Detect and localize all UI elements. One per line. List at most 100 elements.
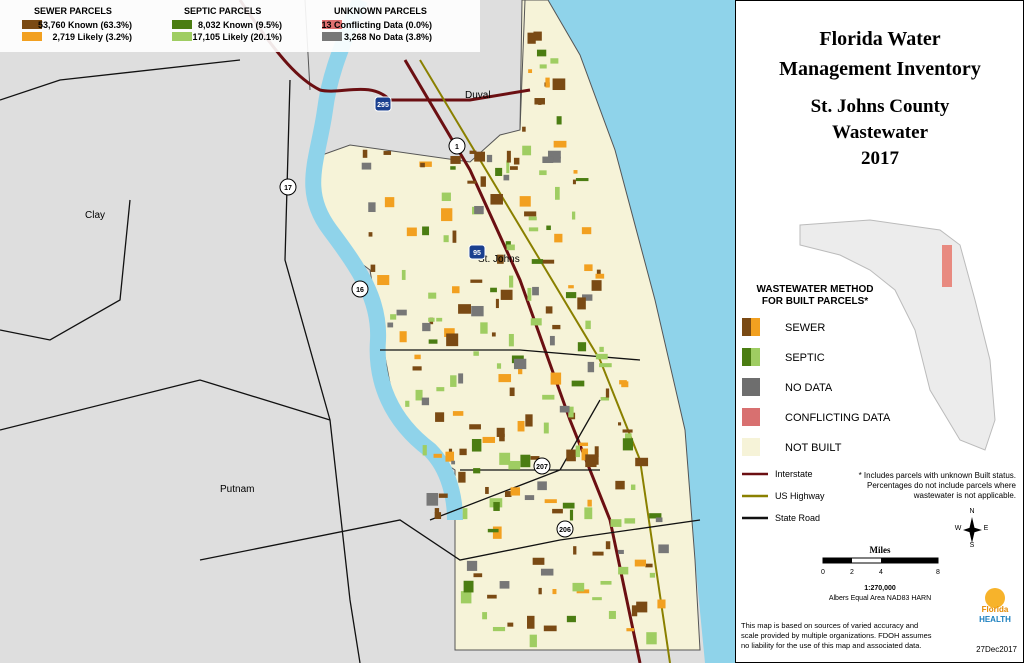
parcel	[362, 149, 368, 158]
parcel	[655, 517, 663, 523]
parcel	[452, 411, 464, 416]
parcel	[396, 309, 407, 316]
parcel	[399, 331, 407, 343]
parcel	[507, 622, 514, 627]
parcel	[595, 273, 605, 279]
parcel	[471, 305, 484, 317]
parcel	[549, 335, 555, 346]
parcel	[584, 507, 593, 520]
parcel	[504, 491, 512, 497]
parcel	[527, 615, 535, 629]
disclaimer: scale provided by multiple organizations…	[741, 631, 932, 640]
parcel	[624, 518, 636, 524]
parcel	[554, 186, 560, 200]
parcel	[539, 64, 547, 69]
us-highway	[419, 59, 671, 663]
parcel	[552, 508, 563, 514]
road-shield	[351, 280, 369, 298]
parcel	[499, 452, 511, 465]
scale-tick: 0	[821, 569, 825, 576]
parcel	[445, 451, 455, 462]
parcel	[645, 563, 653, 568]
top-legend: SEWER PARCELS 53,760 Known (63.3%) 2,719 L…	[22, 6, 432, 42]
parcel	[618, 566, 629, 575]
parcel	[550, 156, 561, 163]
panel-content: Florida Water Management Inventory St. Joh…	[741, 28, 1018, 654]
disclaimer: This map is based on sources of varied a…	[741, 621, 918, 630]
parcel	[522, 126, 526, 132]
parcel	[361, 162, 372, 170]
parcel	[527, 32, 536, 44]
parcel	[406, 227, 417, 237]
footnote: wastewater is not applicable.	[913, 491, 1016, 500]
parcel	[420, 162, 425, 168]
parcel	[619, 380, 627, 385]
interstate-shield	[468, 244, 486, 260]
parcel	[579, 442, 589, 447]
parcel	[474, 205, 484, 215]
parcel	[565, 292, 577, 299]
place-label: Putnam	[220, 484, 254, 495]
parcel	[436, 317, 443, 322]
parcel	[573, 546, 577, 555]
shield-number: 295	[377, 102, 389, 109]
parcel	[569, 509, 574, 521]
parcel	[532, 286, 539, 296]
parcel	[509, 166, 518, 170]
parcel	[575, 445, 580, 458]
parcel	[458, 304, 471, 314]
parcel	[577, 342, 587, 352]
parcel	[384, 197, 395, 208]
parcel	[522, 145, 532, 156]
parcel	[538, 587, 542, 595]
parcel	[434, 512, 442, 520]
parcel	[433, 453, 442, 458]
parcel	[444, 328, 455, 338]
parcel	[390, 314, 397, 320]
parcel	[500, 289, 513, 300]
logo-text: HEALTH	[979, 615, 1011, 624]
compass-letter: E	[984, 525, 989, 532]
parcel	[434, 508, 440, 513]
parcel	[552, 78, 566, 91]
panel-title: Management Inventory	[779, 58, 981, 80]
logo-sun	[985, 588, 1005, 608]
parcel	[450, 156, 461, 164]
parcel	[584, 264, 593, 272]
parcel	[530, 318, 542, 326]
parcel	[599, 346, 604, 352]
panel-title: Wastewater	[832, 122, 929, 143]
parcel	[573, 170, 578, 174]
legend-swatch	[742, 408, 760, 426]
legend-label: CONFLICTING DATA	[785, 412, 891, 424]
road-label: US Highway	[775, 491, 825, 501]
disclaimer: no liability for the use of this map and…	[741, 641, 922, 650]
parcel	[592, 551, 604, 556]
parcel	[422, 445, 427, 456]
parcel	[566, 615, 576, 623]
parcel	[462, 508, 468, 520]
parcel	[469, 424, 481, 430]
road-shield	[448, 137, 466, 155]
parcel	[480, 322, 488, 334]
parcel	[509, 387, 515, 397]
map-labels: Duval Clay St. Johns Putnam 295 1 17 95 16 207 206	[85, 90, 574, 538]
parcel	[441, 208, 453, 222]
parcel	[585, 454, 597, 468]
parcel	[542, 394, 555, 400]
parcel	[519, 196, 531, 207]
parcel	[646, 632, 657, 645]
parcel	[509, 275, 514, 288]
parcel	[657, 599, 666, 609]
legend-item: 3,268 No Data (3.8%)	[344, 32, 432, 42]
parcel	[370, 264, 376, 272]
parcel	[383, 151, 392, 155]
parcel	[486, 154, 493, 163]
parcel	[530, 456, 540, 460]
parcel	[636, 601, 648, 613]
parcel	[470, 279, 483, 283]
scale-tick: 2	[850, 569, 854, 576]
legend-label: SEPTIC	[785, 352, 825, 364]
parcel	[545, 77, 550, 88]
parcel	[415, 389, 423, 401]
